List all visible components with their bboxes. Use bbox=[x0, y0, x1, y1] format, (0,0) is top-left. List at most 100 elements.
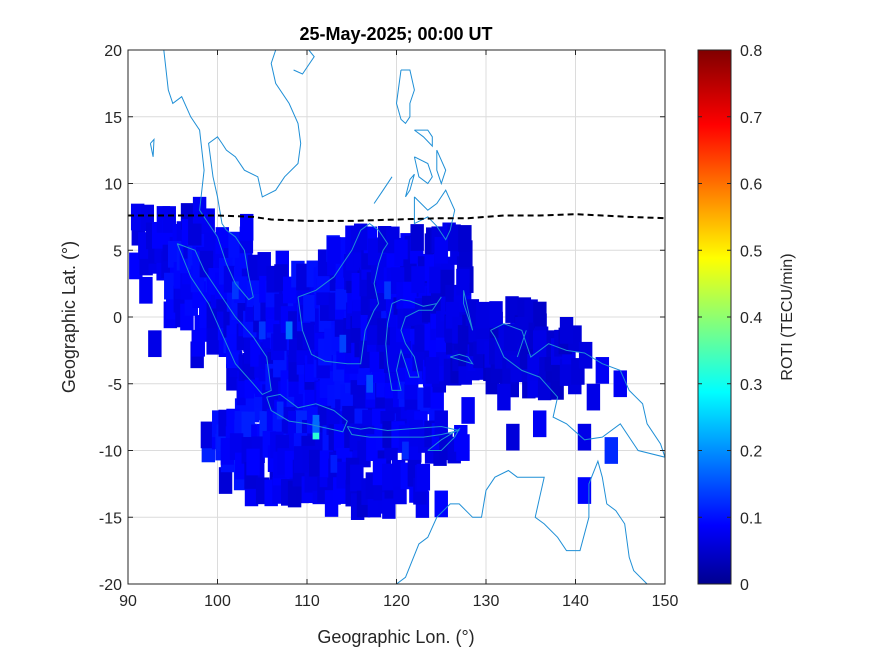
coastline bbox=[396, 459, 648, 584]
roti-cell bbox=[458, 225, 472, 252]
roti-cell bbox=[476, 301, 490, 329]
colorbar-tick-label: 0.1 bbox=[740, 510, 762, 527]
colorbar-tick-label: 0.2 bbox=[740, 444, 762, 461]
y-tick-label: 15 bbox=[104, 110, 122, 127]
coastline bbox=[149, 138, 155, 157]
roti-cell bbox=[296, 263, 310, 291]
roti-hot-cell bbox=[232, 281, 239, 300]
coastline bbox=[293, 50, 315, 75]
colorbar-tick-label: 0 bbox=[740, 577, 749, 594]
roti-hot-cell bbox=[285, 321, 293, 340]
roti-cell bbox=[454, 424, 468, 452]
roti-cell bbox=[200, 421, 215, 449]
y-tick-label: 20 bbox=[104, 43, 122, 60]
roti-hot-cell bbox=[312, 414, 320, 433]
roti-cell bbox=[410, 224, 424, 251]
y-tick-label: 10 bbox=[104, 177, 122, 194]
roti-cell bbox=[308, 449, 323, 477]
roti-cell bbox=[246, 448, 260, 476]
coastlines bbox=[149, 50, 665, 584]
roti-cell bbox=[532, 410, 547, 438]
x-tick-label: 150 bbox=[652, 593, 679, 610]
coastline bbox=[297, 222, 389, 365]
roti-cell bbox=[595, 357, 610, 384]
coastline bbox=[373, 176, 393, 204]
y-tick-label: 5 bbox=[113, 243, 122, 260]
coastline bbox=[346, 425, 460, 438]
roti-cell bbox=[148, 330, 162, 358]
roti-cell bbox=[497, 383, 511, 411]
roti-cell bbox=[434, 410, 448, 438]
roti-cell bbox=[429, 266, 443, 294]
roti-cell bbox=[559, 317, 574, 344]
roti-hot-cell bbox=[366, 374, 374, 393]
dip-equator-line bbox=[128, 213, 665, 222]
coastline bbox=[436, 149, 447, 186]
colorbar-ticks: 0 0.1 0.2 0.3 0.4 0.5 0.6 0.7 0.8 bbox=[698, 43, 762, 594]
x-axis-ticks: 90 100 110 120 130 140 150 bbox=[119, 50, 678, 610]
coastline bbox=[414, 129, 433, 148]
roti-cell bbox=[506, 423, 520, 451]
roti-cell bbox=[434, 490, 448, 518]
coastline bbox=[450, 353, 474, 365]
x-tick-label: 90 bbox=[119, 593, 137, 610]
y-tick-label: -20 bbox=[99, 577, 122, 594]
x-tick-label: 130 bbox=[473, 593, 500, 610]
roti-cell bbox=[425, 357, 440, 384]
coastline bbox=[395, 69, 415, 125]
roti-cell bbox=[353, 223, 368, 251]
roti-cell bbox=[456, 268, 470, 296]
colorbar-label: ROTI (TECU/min) bbox=[779, 253, 796, 380]
y-tick-label: 0 bbox=[113, 310, 122, 327]
roti-hot-cell bbox=[330, 454, 338, 473]
roti-cell bbox=[577, 477, 592, 504]
y-tick-label: -10 bbox=[99, 444, 122, 461]
roti-cell bbox=[139, 276, 153, 304]
colorbar-tick-label: 0.5 bbox=[740, 243, 762, 260]
colorbar bbox=[697, 49, 732, 585]
coastline bbox=[208, 50, 302, 301]
roti-cell bbox=[350, 464, 364, 492]
coastline bbox=[516, 330, 527, 358]
roti-cell bbox=[434, 236, 448, 264]
roti-cell bbox=[382, 492, 396, 519]
y-axis-ticks: -20 -15 -10 -5 0 5 10 15 20 bbox=[99, 43, 665, 594]
roti-cell bbox=[586, 383, 601, 411]
roti-cell bbox=[489, 301, 503, 328]
colorbar-tick-label: 0.7 bbox=[740, 110, 762, 127]
roti-cell bbox=[532, 330, 547, 358]
roti-cell bbox=[188, 218, 202, 246]
x-tick-label: 120 bbox=[383, 593, 410, 610]
roti-cell bbox=[447, 224, 461, 252]
roti-cell bbox=[240, 213, 254, 241]
dashed-line bbox=[128, 213, 665, 222]
chart-title: 25-May-2025; 00:00 UT bbox=[299, 24, 492, 44]
roti-cells bbox=[129, 196, 627, 520]
roti-hot-cell bbox=[276, 401, 284, 420]
roti-cell bbox=[303, 294, 317, 322]
y-tick-label: -15 bbox=[99, 510, 122, 527]
coastline bbox=[413, 156, 433, 185]
roti-hot-cell bbox=[339, 334, 347, 353]
colorbar-tick-label: 0.4 bbox=[740, 310, 762, 327]
roti-cell bbox=[533, 301, 547, 329]
x-axis-label: Geographic Lon. (°) bbox=[317, 627, 474, 647]
x-tick-label: 100 bbox=[204, 593, 231, 610]
x-tick-label: 110 bbox=[294, 593, 320, 610]
coastline bbox=[176, 243, 272, 396]
coastline bbox=[463, 290, 474, 331]
coastline bbox=[405, 173, 415, 198]
y-tick-label: -5 bbox=[108, 377, 122, 394]
roti-cell bbox=[327, 236, 341, 264]
colorbar-tick-label: 0.8 bbox=[740, 43, 762, 60]
roti-cell bbox=[302, 322, 317, 350]
roti-cell bbox=[411, 266, 425, 293]
coastline bbox=[427, 427, 461, 451]
coastline bbox=[385, 296, 442, 391]
roti-cell bbox=[228, 231, 242, 259]
roti-hot-cell bbox=[402, 441, 409, 460]
roti-cell bbox=[416, 463, 431, 491]
x-tick-label: 140 bbox=[562, 593, 589, 610]
roti-cell bbox=[461, 397, 475, 424]
